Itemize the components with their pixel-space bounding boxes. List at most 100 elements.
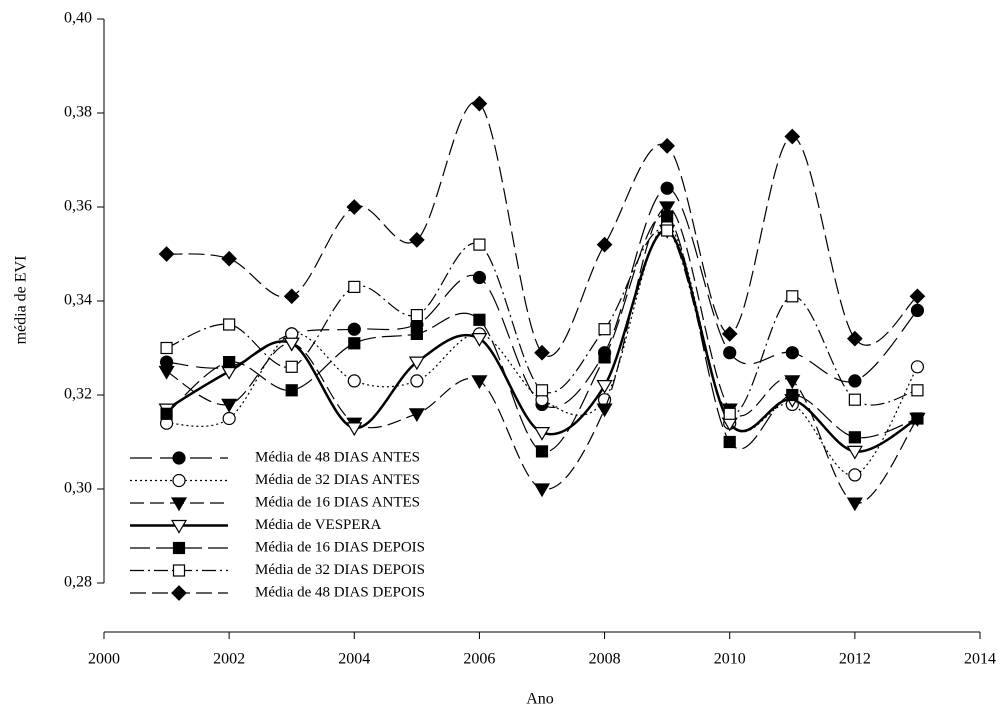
marker [160, 341, 173, 355]
marker [472, 270, 487, 285]
marker [172, 541, 186, 555]
y-tick-label: 0,28 [64, 574, 92, 591]
legend-label: Média de 32 DIAS ANTES [255, 472, 420, 488]
marker [221, 398, 238, 413]
marker [348, 337, 361, 350]
marker [172, 451, 186, 465]
x-tick-label: 2000 [88, 651, 120, 668]
marker [172, 564, 186, 577]
marker [848, 431, 861, 444]
marker [160, 407, 173, 420]
marker [408, 356, 425, 371]
marker [170, 519, 188, 534]
marker [596, 380, 613, 394]
marker [661, 210, 674, 223]
marker [533, 483, 551, 498]
y-tick-label: 0,36 [64, 198, 92, 215]
legend-label: Média de 16 DIAS DEPOIS [255, 539, 425, 555]
y-tick-label: 0,38 [64, 104, 92, 121]
marker [348, 280, 361, 293]
marker [909, 288, 926, 305]
series-line [165, 229, 919, 453]
x-tick-label: 2012 [839, 651, 871, 668]
marker [911, 412, 924, 425]
marker [784, 128, 801, 145]
marker [598, 351, 611, 364]
marker [846, 445, 863, 460]
marker [221, 250, 237, 267]
marker [911, 384, 924, 397]
marker [410, 374, 424, 388]
y-tick-label: 0,32 [64, 386, 92, 403]
legend: Média de 48 DIAS ANTES Média de 32 DIAS A… [130, 449, 425, 601]
marker [158, 246, 175, 262]
marker [784, 375, 801, 390]
marker [471, 333, 488, 347]
marker [785, 346, 799, 360]
marker [285, 384, 298, 397]
legend-label: Média de 48 DIAS ANTES [255, 449, 420, 465]
marker [535, 384, 549, 397]
marker [171, 585, 187, 601]
y-tick-label: 0,30 [64, 480, 92, 497]
legend-label: Média de VESPERA [255, 517, 382, 533]
series-line [166, 214, 918, 453]
marker [596, 236, 613, 253]
marker [723, 346, 737, 360]
legend-label: Média de 48 DIAS DEPOIS [255, 584, 425, 600]
marker [659, 201, 676, 216]
marker [535, 445, 549, 458]
marker [910, 360, 925, 374]
marker [910, 303, 925, 317]
marker [598, 323, 611, 336]
x-tick-label: 2006 [463, 651, 495, 668]
marker [283, 337, 300, 352]
marker [786, 290, 799, 303]
marker [786, 388, 799, 402]
marker [408, 408, 425, 422]
marker [471, 375, 488, 390]
legend-label: Média de 16 DIAS ANTES [255, 494, 420, 510]
marker [533, 427, 551, 441]
marker [347, 374, 361, 388]
marker [534, 344, 550, 361]
marker [847, 330, 863, 347]
y-axis-label: média de EVI [13, 256, 30, 345]
x-tick-label: 2004 [338, 651, 370, 668]
x-axis-label: Ano [526, 691, 554, 708]
marker [347, 322, 361, 336]
marker [473, 238, 486, 251]
marker [283, 288, 300, 305]
marker [223, 318, 236, 331]
marker [846, 497, 863, 512]
marker [660, 181, 674, 195]
marker [172, 473, 186, 488]
marker [223, 356, 236, 369]
marker [222, 411, 236, 426]
marker [848, 393, 861, 406]
marker [410, 309, 423, 322]
marker [285, 360, 298, 373]
x-tick-label: 2010 [714, 651, 746, 668]
marker [346, 422, 363, 437]
marker [848, 374, 862, 388]
marker [170, 497, 188, 512]
marker [723, 435, 736, 449]
x-tick-label: 2002 [213, 651, 245, 668]
marker [346, 199, 363, 215]
marker [158, 365, 175, 380]
series-line [166, 101, 918, 357]
series-line [166, 187, 918, 408]
marker [661, 224, 674, 237]
x-tick-label: 2008 [589, 651, 621, 668]
marker [721, 326, 738, 342]
marker [723, 407, 736, 420]
x-tick-label: 2014 [964, 651, 996, 668]
y-tick-label: 0,34 [64, 292, 92, 309]
marker [410, 327, 423, 340]
marker [471, 95, 488, 112]
marker [659, 138, 675, 154]
marker [473, 313, 486, 326]
marker [409, 232, 425, 248]
